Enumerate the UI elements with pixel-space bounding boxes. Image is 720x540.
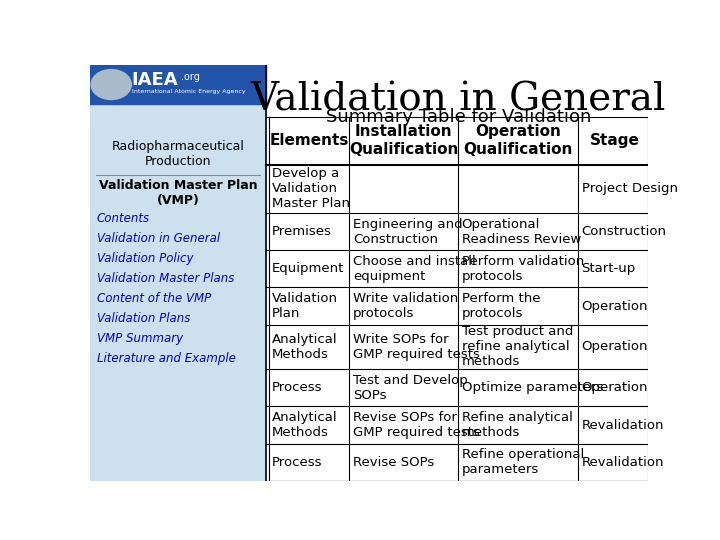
Text: International Atomic Energy Agency: International Atomic Energy Agency [132,89,246,94]
Text: Validation in General: Validation in General [251,82,666,118]
Text: Analytical
Methods: Analytical Methods [272,333,338,361]
Text: Operation: Operation [582,300,648,313]
Bar [90,65,266,104]
Text: Validation Plans: Validation Plans [96,312,190,325]
Text: Revise SOPs for
GMP required tests: Revise SOPs for GMP required tests [353,411,480,439]
Text: Premises: Premises [272,225,332,238]
Text: Engineering and
Construction: Engineering and Construction [353,218,462,246]
Text: Operation: Operation [582,341,648,354]
Text: Optimize parameters: Optimize parameters [462,381,603,394]
Text: Radiopharmaceutical
Production: Radiopharmaceutical Production [112,140,244,167]
Text: Validation
Plan: Validation Plan [272,292,338,320]
Text: Equipment: Equipment [272,262,344,275]
Text: Summary Table for Validation: Summary Table for Validation [325,109,591,126]
Text: Stage: Stage [590,133,639,148]
Text: Start-up: Start-up [582,262,636,275]
Text: Perform the
protocols: Perform the protocols [462,292,540,320]
Text: Analytical
Methods: Analytical Methods [272,411,338,439]
Text: Test and Develop
SOPs: Test and Develop SOPs [353,374,467,402]
Text: Operation
Qualification: Operation Qualification [464,125,573,157]
Text: Process: Process [272,381,323,394]
Bar [266,407,648,443]
Text: Develop a
Validation
Master Plan: Develop a Validation Master Plan [272,167,350,211]
Bar [266,251,648,287]
Text: Test product and
refine analytical
methods: Test product and refine analytical metho… [462,326,573,368]
Text: Revalidation: Revalidation [582,418,664,431]
Text: Process: Process [272,456,323,469]
Bar [266,325,648,369]
Text: .org: .org [181,72,200,82]
Text: Installation
Qualification: Installation Qualification [349,125,459,157]
Bar [266,165,648,213]
Text: Write validation
protocols: Write validation protocols [353,292,458,320]
Circle shape [91,70,131,99]
Text: Construction: Construction [582,225,667,238]
Text: Elements: Elements [269,133,348,148]
Text: VMP Summary: VMP Summary [96,332,183,345]
Text: Literature and Example: Literature and Example [96,352,235,365]
Bar [266,287,648,325]
Text: Validation Master Plans: Validation Master Plans [96,272,234,285]
Text: Refine analytical
methods: Refine analytical methods [462,411,572,439]
Bar [266,117,648,165]
Bar [266,443,648,481]
Text: Content of the VMP: Content of the VMP [96,292,211,305]
Bar [266,369,648,407]
Text: Validation in General: Validation in General [96,232,220,245]
Text: Project Design: Project Design [582,183,678,195]
Text: Validation Master Plan
(VMP): Validation Master Plan (VMP) [99,179,257,207]
Text: Revalidation: Revalidation [582,456,664,469]
Text: Contents: Contents [96,212,150,225]
Text: Operational
Readiness Review: Operational Readiness Review [462,218,581,246]
Text: Refine operational
parameters: Refine operational parameters [462,448,584,476]
Text: Choose and install
equipment: Choose and install equipment [353,255,476,283]
Text: Operation: Operation [582,381,648,394]
Bar [90,65,266,481]
Text: Validation Policy: Validation Policy [96,252,193,265]
Text: IAEA: IAEA [132,71,179,89]
Text: Write SOPs for
GMP required tests: Write SOPs for GMP required tests [353,333,480,361]
Bar [266,213,648,251]
Text: Revise SOPs: Revise SOPs [353,456,434,469]
Text: Perform validation
protocols: Perform validation protocols [462,255,584,283]
